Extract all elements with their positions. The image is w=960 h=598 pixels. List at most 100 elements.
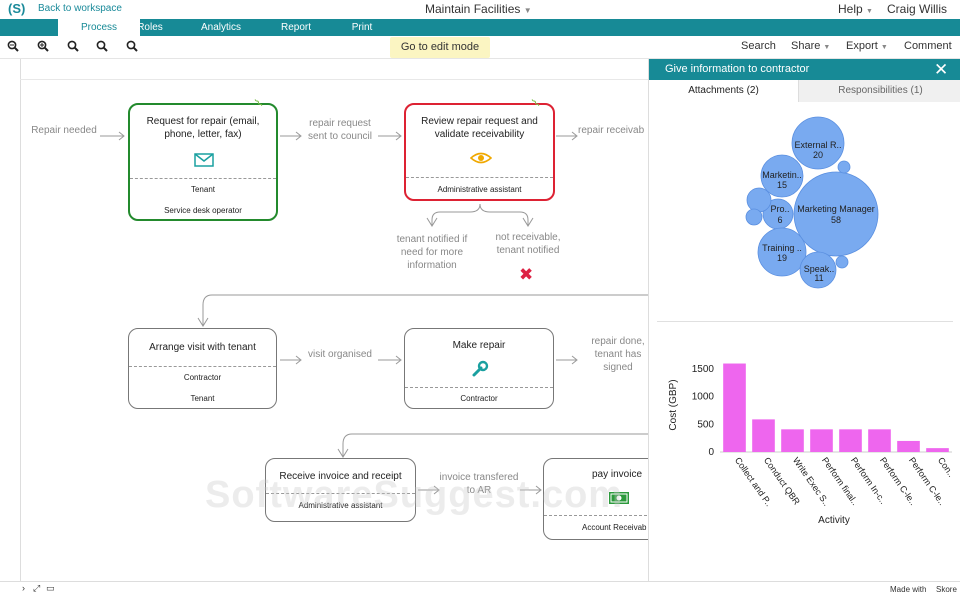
bubble-marketing-small[interactable] xyxy=(760,154,804,198)
canvas-ruler-vertical xyxy=(20,59,21,581)
step-title: Receive invoice and receipt xyxy=(279,471,402,482)
top-bar: (S) Back to workspace Maintain Facilitie… xyxy=(0,0,960,19)
bubble-training[interactable] xyxy=(757,227,807,277)
chevron-down-icon: ▼ xyxy=(823,44,831,51)
bubble-value: 15 xyxy=(777,180,787,190)
divider xyxy=(266,493,415,494)
footer: › ⤢ ▭ Made with Skore xyxy=(0,581,960,598)
fullscreen-icon[interactable]: ⤢ xyxy=(33,583,41,593)
role-label: Tenant xyxy=(190,394,215,403)
bar[interactable] xyxy=(868,429,891,452)
zoom-fit-icon[interactable] xyxy=(67,40,79,52)
close-icon[interactable]: ✕ xyxy=(934,60,949,79)
skore-brand-link[interactable]: Skore xyxy=(936,585,957,594)
bar[interactable] xyxy=(926,448,949,452)
bubble-small[interactable] xyxy=(837,160,851,174)
share-menu[interactable]: Share ▼ xyxy=(791,40,831,52)
label-tenant-notified: tenant notified if need for more informa… xyxy=(396,234,468,271)
bubble-external[interactable] xyxy=(791,116,845,170)
panel-divider xyxy=(657,321,953,322)
role-label: Contractor xyxy=(183,373,222,382)
process-step-request-repair[interactable]: Request for repair (email, phone, letter… xyxy=(128,103,278,221)
tab-analytics[interactable]: Analytics xyxy=(200,22,241,33)
back-to-workspace-link[interactable]: Back to workspace xyxy=(38,3,122,14)
label-repair-receivable: repair receivab xyxy=(578,125,645,136)
search-button[interactable]: Search xyxy=(741,40,776,52)
watermark: SoftwareSuggest.com xyxy=(205,474,624,516)
label-repair-needed: Repair needed xyxy=(31,125,97,136)
step-title: Arrange visit with tenant xyxy=(149,342,256,353)
process-step-pay-invoice[interactable]: pay invoice Account Receivab xyxy=(543,458,648,540)
process-step-receive-invoice[interactable]: Receive invoice and receipt Administrati… xyxy=(265,458,416,522)
bar[interactable] xyxy=(839,429,862,452)
process-step-arrange-visit[interactable]: Arrange visit with tenant Contractor Ten… xyxy=(128,328,277,409)
role-label: Service desk operator xyxy=(164,206,242,215)
expand-panel-icon[interactable]: › xyxy=(22,583,25,593)
divider xyxy=(406,177,553,178)
divider xyxy=(544,515,648,516)
zoom-selection-icon[interactable] xyxy=(126,40,138,52)
role-label: Administrative assistant xyxy=(298,501,383,510)
tab-print[interactable]: Print xyxy=(351,22,373,33)
chevron-down-icon: ▼ xyxy=(523,6,532,15)
bubble-marketing-manager[interactable] xyxy=(793,171,879,257)
edit-mode-button[interactable]: Go to edit mode xyxy=(390,37,490,58)
step-title: Request for repair (email, phone, letter… xyxy=(146,116,260,140)
monitor-icon[interactable]: ▭ xyxy=(46,583,55,593)
made-with-label: Made with xyxy=(890,585,927,594)
role-label: Tenant xyxy=(190,185,216,194)
bar[interactable] xyxy=(723,363,746,452)
bubble-label: Speak.. xyxy=(804,264,835,274)
chevron-down-icon: ▼ xyxy=(866,8,873,15)
bubble-chart: External R.. 20 Marketin.. 15 Pro.. 6 Ma… xyxy=(745,116,879,289)
canvas-ruler-horizontal xyxy=(20,79,648,80)
divider xyxy=(129,366,276,367)
y-tick-label: 1000 xyxy=(692,392,715,403)
bubble-value: 11 xyxy=(814,273,823,283)
label-not-receivable: not receivable, tenant notified xyxy=(495,232,561,256)
bubble-small[interactable] xyxy=(745,208,763,226)
role-label: Account Receivab xyxy=(582,523,647,532)
tab-attachments[interactable]: Attachments (2) xyxy=(649,80,798,102)
bubble-small[interactable] xyxy=(746,187,772,213)
envelope-icon xyxy=(194,153,214,167)
bubble-label: Marketin.. xyxy=(762,170,802,180)
bubble-value: 6 xyxy=(777,215,782,225)
bar[interactable] xyxy=(752,419,775,452)
process-step-pay-invoice-clip: pay invoice Account Receivab xyxy=(543,458,648,540)
label-repair-done: repair done, tenant has signed xyxy=(591,336,645,373)
bubble-value: 20 xyxy=(813,150,823,160)
role-label: Contractor xyxy=(460,394,498,403)
wrench-icon xyxy=(472,360,489,377)
tab-roles[interactable]: Roles xyxy=(137,22,163,33)
bubble-label: External R.. xyxy=(794,140,841,150)
help-menu[interactable]: Help ▼ xyxy=(838,2,873,16)
process-step-make-repair[interactable]: Make repair Contractor xyxy=(404,328,554,409)
bar[interactable] xyxy=(781,429,804,452)
zoom-out-icon[interactable] xyxy=(7,40,19,52)
step-title: Review repair request and validate recei… xyxy=(421,116,538,140)
tab-process[interactable]: Process xyxy=(58,19,140,36)
step-title: pay invoice xyxy=(592,469,643,480)
user-menu[interactable]: Craig Willis xyxy=(887,2,947,16)
tab-report[interactable]: Report xyxy=(280,22,311,33)
cost-bar-chart: Cost (GBP) Activity 050010001500Collect … xyxy=(668,363,957,526)
export-menu[interactable]: Export ▼ xyxy=(846,40,888,52)
bubble-label: Marketing Manager xyxy=(797,204,875,214)
comment-button[interactable]: Comment xyxy=(904,40,952,52)
process-step-review-request[interactable]: Review repair request and validate recei… xyxy=(404,103,555,201)
y-tick-label: 500 xyxy=(697,419,714,430)
zoom-in-icon[interactable] xyxy=(37,40,49,52)
label-repair-request: repair request sent to council xyxy=(308,118,372,142)
bubble-value: 58 xyxy=(831,215,841,225)
bubble-small[interactable] xyxy=(835,255,849,269)
document-title-dropdown[interactable]: Maintain Facilities ▼ xyxy=(425,2,532,16)
bar[interactable] xyxy=(810,429,833,452)
x-tick-label: Con.. xyxy=(936,455,957,478)
y-tick-label: 0 xyxy=(708,447,714,458)
tab-responsibilities[interactable]: Responsibilities (1) xyxy=(798,80,960,102)
bar[interactable] xyxy=(897,440,920,452)
zoom-reset-icon[interactable] xyxy=(96,40,108,52)
close-x-icon: ✖ xyxy=(519,265,534,284)
bubble-speak[interactable] xyxy=(799,251,837,289)
